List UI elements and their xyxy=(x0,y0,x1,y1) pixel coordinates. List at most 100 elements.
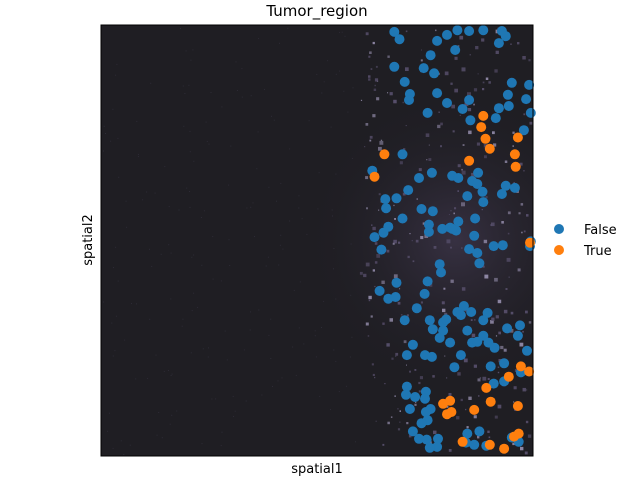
tissue-speckle xyxy=(189,191,191,192)
tissue-speckle xyxy=(416,198,418,200)
tissue-speckle xyxy=(415,239,419,243)
series-true-points xyxy=(369,110,535,454)
tissue-speckle xyxy=(392,242,395,245)
tissue-speckle xyxy=(477,378,481,382)
data-point-false xyxy=(524,79,535,90)
tissue-speckle xyxy=(411,240,413,242)
tissue-speckle xyxy=(395,355,397,357)
data-point-false xyxy=(427,206,438,217)
tissue-speckle xyxy=(270,358,272,359)
tissue-speckle xyxy=(264,88,265,90)
tissue-speckle xyxy=(365,176,369,180)
data-point-true xyxy=(478,110,489,121)
tissue-speckle xyxy=(471,172,475,177)
data-point-false xyxy=(404,95,414,105)
data-point-false xyxy=(452,25,463,36)
tissue-speckle xyxy=(467,108,472,112)
tissue-speckle xyxy=(374,285,376,288)
tissue-region-glow xyxy=(101,25,533,456)
data-point-true xyxy=(510,161,521,172)
tissue-speckle xyxy=(510,43,512,45)
tissue-speckle xyxy=(406,314,409,317)
tissue-speckle xyxy=(118,176,120,178)
tissue-speckle xyxy=(372,41,375,45)
data-point-false xyxy=(462,428,473,439)
data-point-false xyxy=(482,307,493,318)
tissue-speckle xyxy=(333,248,335,249)
tissue-speckle xyxy=(212,236,214,238)
tissue-speckle xyxy=(210,92,212,93)
tissue-speckle xyxy=(182,85,184,87)
data-point-false xyxy=(525,107,536,118)
tissue-speckle xyxy=(193,160,195,162)
tissue-speckle xyxy=(338,391,340,393)
tissue-speckle xyxy=(522,56,526,60)
tissue-speckle xyxy=(528,321,532,324)
tissue-speckle xyxy=(345,385,347,387)
tissue-speckle xyxy=(155,354,157,356)
data-point-false xyxy=(422,276,433,287)
tissue-speckle xyxy=(188,84,190,86)
tissue-speckle xyxy=(402,101,404,104)
tissue-speckle xyxy=(448,393,452,396)
tissue-speckle xyxy=(163,370,165,372)
data-point-false xyxy=(418,63,429,74)
data-point-false xyxy=(442,98,452,108)
tissue-speckle xyxy=(395,352,399,356)
tissue-speckle xyxy=(161,437,163,439)
tissue-speckle xyxy=(473,364,477,368)
tissue-speckle xyxy=(519,162,523,166)
tissue-speckle xyxy=(351,336,353,338)
data-point-true xyxy=(469,404,480,415)
tissue-speckle xyxy=(374,376,376,379)
tissue-speckle xyxy=(437,124,441,129)
data-point-false xyxy=(449,362,460,373)
tissue-speckle xyxy=(168,206,170,208)
tissue-speckle xyxy=(526,389,528,391)
tissue-speckle xyxy=(129,444,131,446)
tissue-speckle xyxy=(221,106,223,108)
tissue-speckle xyxy=(180,27,181,29)
tissue-speckle xyxy=(137,153,139,155)
data-point-false xyxy=(380,194,391,205)
tissue-speckle xyxy=(272,385,273,387)
tissue-speckle xyxy=(453,212,455,215)
data-point-false xyxy=(478,330,489,341)
tissue-speckle xyxy=(111,322,113,324)
data-point-false xyxy=(472,179,483,189)
tissue-speckle xyxy=(207,356,209,358)
tissue-speckle xyxy=(509,328,514,333)
tissue-speckle xyxy=(443,287,446,290)
data-point-false xyxy=(472,248,483,258)
tissue-speckle xyxy=(432,375,435,378)
tissue-speckle xyxy=(108,412,110,414)
tissue-speckle xyxy=(125,200,127,202)
tissue-speckle xyxy=(521,231,523,234)
data-point-true xyxy=(509,149,520,160)
tissue-speckle xyxy=(503,348,507,352)
tissue-speckle xyxy=(420,236,424,240)
tissue-speckle xyxy=(250,206,252,208)
tissue-speckle xyxy=(418,390,421,393)
tissue-speckle xyxy=(374,84,376,87)
tissue-speckle xyxy=(463,358,468,363)
tissue-speckle xyxy=(293,289,295,291)
tissue-speckle xyxy=(189,151,191,153)
tissue-speckle xyxy=(420,59,423,62)
tissue-speckle xyxy=(250,311,251,313)
tissue-speckle xyxy=(386,343,390,347)
tissue-speckle xyxy=(298,327,300,329)
tissue-speckle xyxy=(228,239,230,241)
tissue-speckle xyxy=(267,256,269,258)
data-point-false xyxy=(389,26,400,37)
data-point-false xyxy=(436,267,446,278)
tissue-speckle xyxy=(365,32,369,36)
tissue-speckle xyxy=(107,430,109,432)
tissue-speckle xyxy=(482,265,485,268)
tissue-speckle xyxy=(352,87,354,89)
tissue-speckle xyxy=(245,400,247,402)
data-point-false xyxy=(369,232,380,243)
tissue-speckle xyxy=(504,160,508,163)
tissue-speckle xyxy=(418,168,422,172)
data-point-false xyxy=(416,204,427,214)
